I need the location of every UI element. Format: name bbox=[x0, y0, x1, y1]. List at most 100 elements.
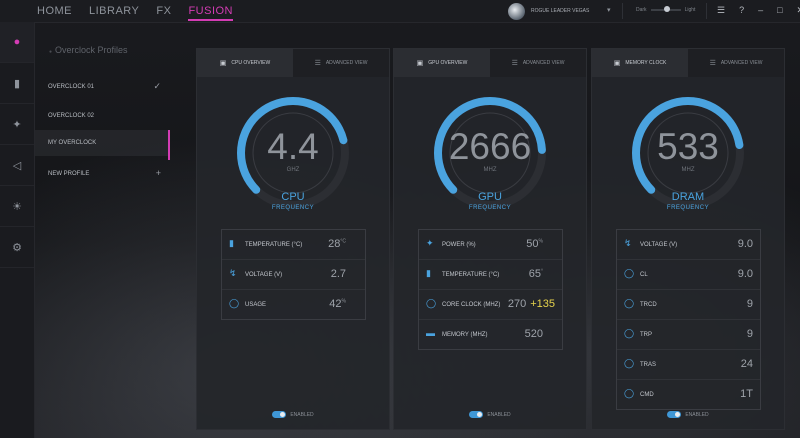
stat-row: ◯ tRP 9 bbox=[617, 320, 760, 350]
dram-gauge bbox=[632, 96, 744, 209]
gauge-icon: ◯ bbox=[229, 298, 240, 308]
tab-advanced-view[interactable]: ☰ ADVANCED VIEW bbox=[511, 60, 565, 67]
gauge-icon: ◯ bbox=[624, 388, 635, 398]
memory-tabs: ▣ MEMORY CLOCK ☰ ADVANCED VIEW bbox=[592, 49, 784, 77]
stat-row: ↯ VOLTAGE (V) 2.7 bbox=[222, 260, 365, 290]
tab-advanced-view[interactable]: ☰ ADVANCED VIEW bbox=[709, 60, 763, 67]
profile-label: NEW PROFILE bbox=[48, 171, 90, 177]
close-icon[interactable]: ✕ bbox=[797, 5, 800, 16]
profile-label: MY OVERCLOCK bbox=[48, 140, 97, 146]
stat-row: ✦ POWER (%) 50% bbox=[419, 230, 562, 260]
theme-dark-label: Dark bbox=[636, 7, 647, 13]
cpu-icon: ▣ bbox=[219, 60, 227, 67]
toggle-switch[interactable] bbox=[667, 411, 682, 418]
profile-item-overclock-01[interactable]: OVERCLOCK 01 ✓ bbox=[35, 74, 170, 100]
cpu-gauge bbox=[237, 96, 349, 209]
tab-gpu-overview[interactable]: ▣ GPU OVERVIEW bbox=[394, 49, 490, 77]
nav-fx[interactable]: FX bbox=[156, 5, 172, 17]
gpu-frequency-value: 2666 bbox=[448, 126, 532, 167]
minimize-icon[interactable]: – bbox=[758, 5, 764, 15]
top-bar: HOME LIBRARY FX FUSION ROGUE LEADER VEGA… bbox=[0, 0, 800, 23]
dram-enabled-toggle[interactable]: ENABLED bbox=[592, 411, 784, 418]
sliders-icon: ☰ bbox=[314, 60, 321, 67]
stat-row: ↯ VOLTAGE (V) 9.0 bbox=[617, 230, 760, 260]
cpu-stats: ▮ TEMPERATURE (°C) 28°C ↯ VOLTAGE (V) 2.… bbox=[221, 229, 366, 320]
nav-fusion[interactable]: FUSION bbox=[188, 5, 233, 21]
memory-icon: ▬ bbox=[426, 328, 435, 338]
left-rail: ● ▮ ✦ ◁ ☀ ⚙ bbox=[0, 22, 35, 438]
gpu-stats: ✦ POWER (%) 50% ▮ TEMPERATURE (°C) 65° ◯… bbox=[418, 229, 563, 350]
gauge-icon: ◯ bbox=[624, 328, 635, 338]
sliders-icon: ☰ bbox=[511, 60, 518, 67]
cpu-card: ▣ CPU OVERVIEW ☰ ADVANCED VIEW 4.4 GHZ CPU… bbox=[196, 48, 390, 430]
theme-toggle[interactable]: Dark Light bbox=[636, 6, 696, 13]
gpu-gauge bbox=[434, 96, 546, 209]
gauge-icon: ◯ bbox=[624, 358, 635, 368]
maximize-icon[interactable]: □ bbox=[777, 5, 783, 15]
device-name: ROGUE LEADER VEGAS bbox=[531, 8, 590, 14]
gpu-tabs: ▣ GPU OVERVIEW ☰ ADVANCED VIEW bbox=[394, 49, 586, 77]
main-nav: HOME LIBRARY FX FUSION bbox=[37, 5, 233, 21]
core-clock-offset: +135 bbox=[530, 298, 555, 310]
device-profile[interactable]: ROGUE LEADER VEGAS bbox=[508, 2, 598, 20]
memory-card: ▣ MEMORY CLOCK ☰ ADVANCED VIEW 533 MHZ DRA… bbox=[591, 48, 785, 430]
theme-light-label: Light bbox=[684, 7, 696, 13]
speaker-icon[interactable]: ◁ bbox=[0, 145, 34, 186]
wrench-icon: ✦ bbox=[426, 238, 434, 248]
nav-home[interactable]: HOME bbox=[37, 5, 72, 17]
tab-cpu-overview[interactable]: ▣ CPU OVERVIEW bbox=[197, 49, 293, 77]
toggle-switch[interactable] bbox=[469, 411, 484, 418]
plus-icon: + bbox=[155, 168, 161, 178]
thermometer-icon[interactable]: ▮ bbox=[0, 63, 34, 104]
tab-memory-clock[interactable]: ▣ MEMORY CLOCK bbox=[592, 49, 688, 77]
stat-row: ▬ MEMORY (MHz) 520 bbox=[426, 328, 543, 340]
dram-sub-label: FREQUENCY bbox=[666, 205, 710, 211]
stat-row: ◯ USAGE 42% bbox=[229, 298, 346, 310]
dram-label: DRAM bbox=[671, 191, 705, 203]
dram-frequency-value: 533 bbox=[657, 126, 719, 167]
speedometer-icon[interactable]: ● bbox=[0, 22, 34, 63]
help-icon[interactable]: ? bbox=[739, 5, 745, 15]
overclock-profiles-panel: Overclock Profiles OVERCLOCK 01 ✓ OVERCL… bbox=[35, 22, 170, 438]
divider bbox=[622, 3, 623, 19]
toggle-switch[interactable] bbox=[272, 411, 287, 418]
stat-row: ◯ CL 9.0 bbox=[617, 260, 760, 290]
cpu-frequency-unit: GHZ bbox=[286, 167, 300, 173]
gpu-card: ▣ GPU OVERVIEW ☰ ADVANCED VIEW 2666 MHZ GP… bbox=[393, 48, 587, 430]
gpu-frequency-unit: MHZ bbox=[483, 167, 497, 173]
settings-sliders-icon[interactable]: ☰ bbox=[717, 5, 726, 15]
cpu-label: CPU bbox=[281, 191, 305, 203]
theme-slider[interactable] bbox=[650, 6, 681, 12]
profile-item-my-overclock[interactable]: MY OVERCLOCK bbox=[35, 130, 170, 160]
gauge-icon: ◯ bbox=[426, 298, 437, 308]
stat-row: ◯ tRCD 9 bbox=[617, 290, 760, 320]
thermometer-icon: ▮ bbox=[426, 268, 431, 278]
cpu-tabs: ▣ CPU OVERVIEW ☰ ADVANCED VIEW bbox=[197, 49, 389, 77]
cpu-enabled-toggle[interactable]: ENABLED bbox=[197, 411, 389, 418]
gpu-enabled-toggle[interactable]: ENABLED bbox=[394, 411, 586, 418]
gpu-sub-label: FREQUENCY bbox=[468, 205, 512, 211]
profile-item-new-profile[interactable]: NEW PROFILE + bbox=[35, 161, 170, 187]
stat-row: ◯ CMD 1T bbox=[624, 388, 753, 400]
stat-row: ◯ tRAS 24 bbox=[617, 350, 760, 380]
window-controls: ☰ ? – □ ✕ bbox=[717, 5, 800, 16]
power-plug-icon[interactable]: ✦ bbox=[0, 104, 34, 145]
tab-advanced-view[interactable]: ☰ ADVANCED VIEW bbox=[314, 60, 368, 67]
stat-row: ▮ TEMPERATURE (°C) 65° bbox=[419, 260, 562, 290]
stat-row: ▮ TEMPERATURE (°C) 28°C bbox=[222, 230, 365, 260]
cpu-frequency-value: 4.4 bbox=[267, 126, 319, 167]
bolt-icon: ↯ bbox=[624, 238, 632, 248]
thermometer-icon: ▮ bbox=[229, 238, 234, 248]
gauge-icon: ◯ bbox=[624, 298, 635, 308]
gpu-label: GPU bbox=[478, 191, 502, 203]
divider bbox=[706, 3, 707, 19]
chevron-down-icon[interactable]: ▾ bbox=[607, 7, 611, 14]
profiles-title: Overclock Profiles bbox=[49, 45, 128, 55]
gears-icon[interactable]: ⚙ bbox=[0, 227, 34, 268]
memory-icon: ▣ bbox=[613, 60, 621, 67]
dram-frequency-unit: MHZ bbox=[681, 167, 695, 173]
profile-item-overclock-02[interactable]: OVERCLOCK 02 bbox=[35, 103, 170, 129]
brightness-icon[interactable]: ☀ bbox=[0, 186, 34, 227]
nav-library[interactable]: LIBRARY bbox=[89, 5, 140, 17]
cpu-sub-label: FREQUENCY bbox=[271, 205, 315, 211]
